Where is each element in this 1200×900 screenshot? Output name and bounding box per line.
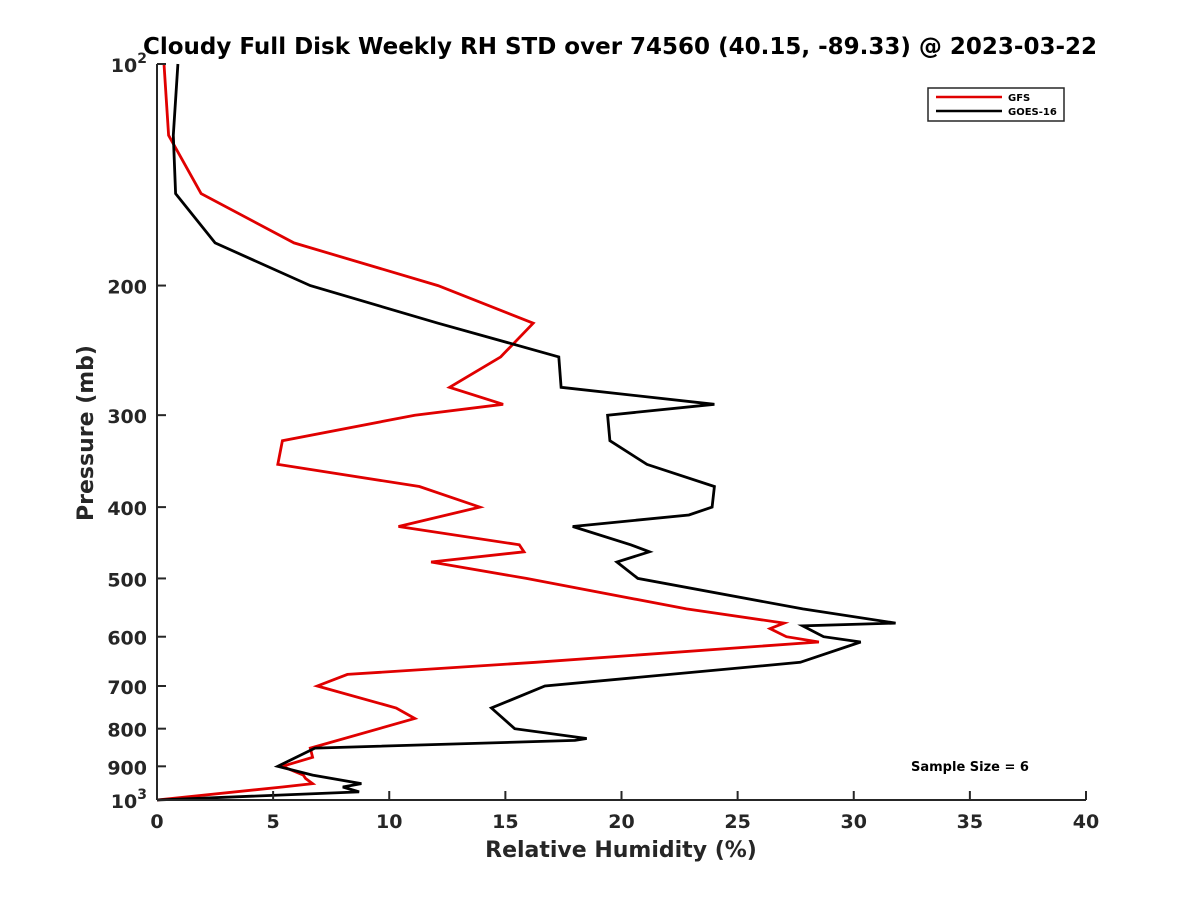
chart-title: Cloudy Full Disk Weekly RH STD over 7456… (143, 34, 1097, 60)
y-tick-label: 700 (107, 677, 147, 699)
y-tick-label: 102 (111, 51, 147, 77)
y-tick-label: 103 (111, 787, 147, 813)
axes-layer: 0 5 10 15 20 25 30 35 40 102 200 300 400 500 600 700 800… (107, 51, 1099, 833)
y-tick-label: 800 (107, 720, 147, 742)
x-tick-label: 40 (1073, 811, 1099, 833)
x-tick-label: 0 (150, 811, 163, 833)
sample-size-annotation: Sample Size = 6 (911, 760, 1029, 775)
x-tick-label: 30 (841, 811, 867, 833)
legend-box (927, 87, 1065, 122)
legend-label-goes16: GOES-16 (1008, 107, 1057, 118)
x-tick-label: 25 (724, 811, 750, 833)
y-tick-label: 400 (107, 498, 147, 520)
y-tick-label: 900 (107, 757, 147, 779)
x-tick-label: 5 (267, 811, 280, 833)
series-line-goes16 (156, 63, 896, 802)
x-tick-label: 15 (492, 811, 518, 833)
y-tick-label: 500 (107, 569, 147, 591)
series-line-gfs (156, 63, 820, 802)
series-layer (156, 63, 896, 802)
legend-label-gfs: GFS (1008, 93, 1030, 104)
x-tick-label: 35 (957, 811, 983, 833)
x-tick-label: 10 (376, 811, 402, 833)
x-tick-label: 20 (608, 811, 634, 833)
x-axis-label: Relative Humidity (%) (485, 838, 757, 863)
y-tick-label: 600 (107, 628, 147, 650)
y-tick-label: 300 (107, 406, 147, 428)
legend: GFS GOES-16 (927, 87, 1065, 122)
plot-area: 0 5 10 15 20 25 30 35 40 102 200 300 400 500 600 700 800… (107, 51, 1099, 833)
y-axis-label: Pressure (mb) (74, 345, 99, 521)
y-tick-label: 200 (107, 277, 147, 299)
